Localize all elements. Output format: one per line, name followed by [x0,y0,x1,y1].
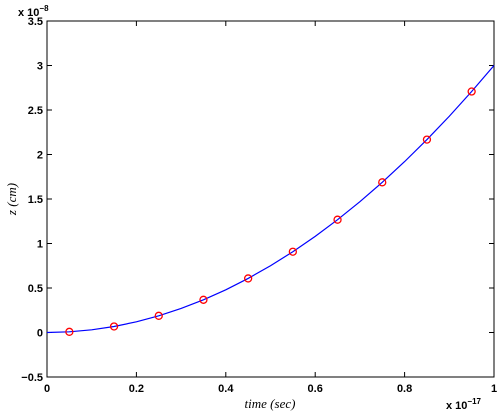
data-point-marker [288,247,298,256]
ticks [46,20,495,378]
data-point-marker [333,215,342,224]
y-multiplier-exponent: −8 [39,4,49,13]
x-tick-label: 0.2 [129,383,144,395]
x-axis-label: time (sec) [245,396,296,411]
y-tick-label: 0.5 [28,283,43,295]
y-axis-label: z (cm) [4,183,19,216]
plot-area [46,20,495,378]
y-tick-label: −0.5 [21,372,43,384]
y-tick-label: 2 [37,150,43,162]
y-tick-label: 2.5 [28,105,43,117]
y-tick-label: 1 [37,239,43,251]
x-tick-label: 1 [491,383,497,395]
x-tick-label: 0.4 [218,383,234,395]
tick-labels: 0 0.2 0.4 0.6 0.8 1−0.500.511.522.533.5 [21,16,497,395]
x-tick-label: 0.6 [308,383,323,395]
x-tick-label: 0.8 [397,383,412,395]
data-point-marker [154,311,163,320]
y-multiplier-base: x 10 [18,7,39,19]
series-layer [46,65,495,336]
x-multiplier-base: x 10 [446,400,467,412]
data-point-marker [467,87,476,96]
data-point-marker [65,327,74,336]
y-tick-label: 3.5 [28,16,43,28]
series-line [46,65,495,334]
data-point-marker [243,274,253,283]
y-tick-label: 1.5 [28,194,43,206]
data-point-marker [199,295,208,304]
data-point-marker [378,178,387,187]
y-tick-label: 0 [37,328,43,340]
x-tick-label: 0 [44,383,50,395]
x-multiplier: x 10−17 [446,397,482,412]
data-point-marker [422,135,432,144]
y-tick-label: 3 [37,61,43,73]
data-point-marker [109,322,119,331]
x-multiplier-exponent: −17 [467,397,481,406]
y-multiplier: x 10−8 [18,4,49,19]
